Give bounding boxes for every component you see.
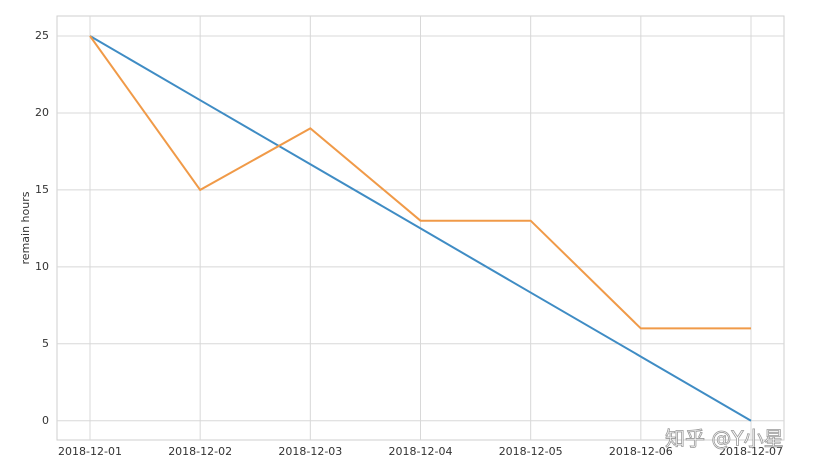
y-axis-label: remain hours — [19, 191, 32, 264]
line — [89, 35, 752, 422]
line — [89, 35, 751, 330]
y-tick-label: 10 — [35, 260, 49, 273]
x-tick-label: 2018-12-02 — [168, 445, 232, 458]
x-tick-label: 2018-12-07 — [719, 445, 783, 458]
y-tick-label: 20 — [35, 106, 49, 119]
y-tick-label: 15 — [35, 183, 49, 196]
y-tick-label: 5 — [42, 337, 49, 350]
y-tick-label: 25 — [35, 29, 49, 42]
x-tick-label: 2018-12-05 — [499, 445, 563, 458]
x-tick-label: 2018-12-01 — [58, 445, 122, 458]
y-tick-label: 0 — [42, 414, 49, 427]
watermark: 知乎 @Y小星 — [665, 427, 784, 451]
x-tick-label: 2018-12-03 — [278, 445, 342, 458]
x-tick-label: 2018-12-06 — [609, 445, 673, 458]
x-tick-label: 2018-12-04 — [389, 445, 453, 458]
